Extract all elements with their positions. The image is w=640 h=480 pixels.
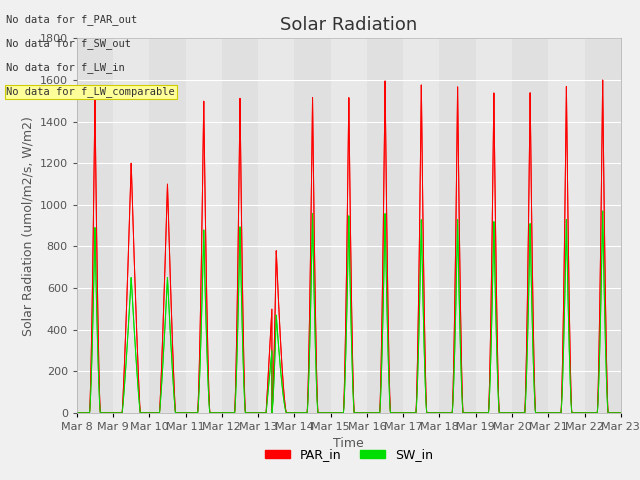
Text: No data for f_LW_comparable: No data for f_LW_comparable [6, 86, 175, 97]
Bar [403, 38, 440, 413]
SW_in [73, 410, 81, 416]
SW_in [482, 410, 490, 416]
SW_in [497, 410, 504, 416]
Text: No data for f_PAR_out: No data for f_PAR_out [6, 14, 138, 25]
Line: SW_in: SW_in [77, 211, 621, 413]
Title: Solar Radiation: Solar Radiation [280, 16, 417, 34]
PAR_in [599, 77, 607, 83]
Bar [77, 38, 113, 413]
Bar [222, 38, 258, 413]
Bar [149, 38, 186, 413]
PAR_in [420, 295, 428, 300]
Text: No data for f_LW_in: No data for f_LW_in [6, 62, 125, 73]
Y-axis label: Solar Radiation (umol/m2/s, W/m2): Solar Radiation (umol/m2/s, W/m2) [21, 116, 34, 336]
Bar [258, 38, 294, 413]
PAR_in [518, 410, 525, 416]
PAR_in [617, 410, 625, 416]
SW_in [617, 410, 625, 416]
PAR_in [510, 410, 518, 416]
Bar [440, 38, 476, 413]
Bar [367, 38, 403, 413]
Bar [331, 38, 367, 413]
X-axis label: Time: Time [333, 437, 364, 450]
Bar [476, 38, 512, 413]
SW_in [510, 410, 518, 416]
Bar [186, 38, 222, 413]
Bar [294, 38, 331, 413]
PAR_in [497, 410, 504, 416]
PAR_in [101, 410, 109, 416]
Bar [113, 38, 149, 413]
PAR_in [73, 410, 81, 416]
Text: No data for f_SW_out: No data for f_SW_out [6, 38, 131, 49]
SW_in [518, 410, 525, 416]
Line: PAR_in: PAR_in [77, 80, 621, 413]
Bar [548, 38, 584, 413]
SW_in [101, 410, 109, 416]
PAR_in [482, 410, 490, 416]
Bar [512, 38, 548, 413]
SW_in [599, 208, 607, 214]
Legend: PAR_in, SW_in: PAR_in, SW_in [260, 444, 438, 467]
Bar [584, 38, 621, 413]
SW_in [420, 342, 428, 348]
